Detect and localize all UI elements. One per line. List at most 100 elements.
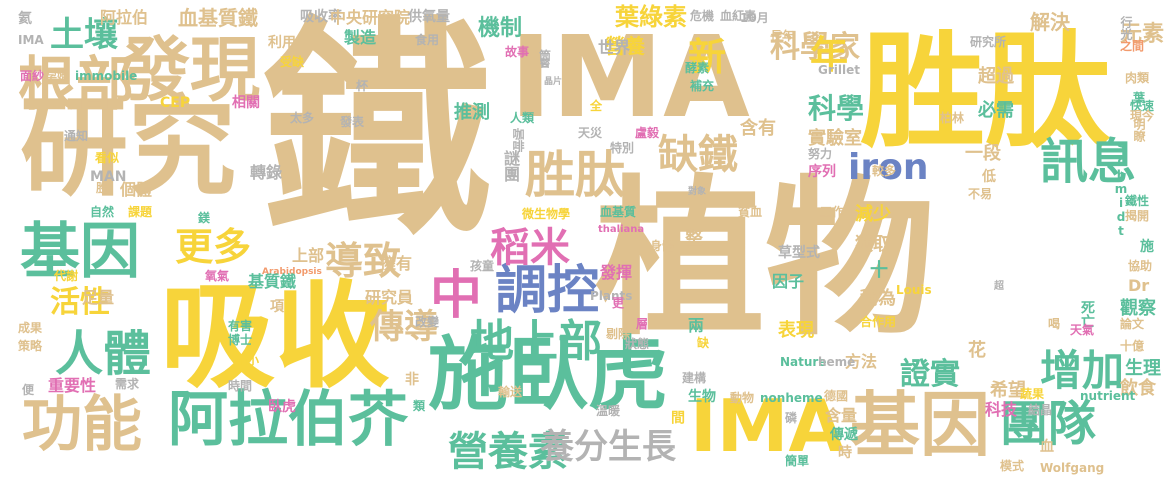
cloud-word: 時間: [228, 379, 253, 393]
cloud-word: 研究所: [970, 35, 1007, 49]
cloud-word: 葉: [1133, 91, 1146, 105]
cloud-word: 稱為: [860, 288, 896, 309]
cloud-word: 年: [810, 33, 849, 77]
cloud-word: 團隊: [1000, 396, 1097, 452]
cloud-word: 鎂: [198, 211, 211, 225]
cloud-word: 十: [870, 260, 888, 281]
cloud-word: 十億: [1120, 339, 1145, 353]
cloud-word: 之間: [1120, 39, 1145, 53]
cloud-word: IMA: [18, 33, 44, 47]
cloud-word: 發揮: [600, 263, 633, 282]
cloud-word: 基因: [850, 384, 990, 466]
cloud-word: 貧血: [738, 205, 763, 219]
cloud-word: 食用: [415, 33, 440, 47]
cloud-word: immobile: [75, 69, 138, 83]
cloud-word: 含有: [740, 118, 776, 139]
cloud-word: Grillet: [818, 63, 860, 77]
cloud-word: 策略: [18, 339, 43, 353]
cloud-word: 方法: [845, 352, 878, 371]
cloud-word: 相關: [232, 95, 260, 111]
cloud-word: 需求: [115, 377, 140, 391]
cloud-word: 利用: [268, 35, 296, 51]
cloud-word: 溫暖: [596, 404, 621, 418]
cloud-word: 孩童: [470, 259, 495, 273]
cloud-word: 盧毅: [635, 126, 660, 140]
cloud-word: 筒: [539, 49, 552, 63]
cloud-word: 動物: [730, 391, 755, 405]
cloud-word: Plants: [590, 289, 633, 303]
cloud-word: Nature: [780, 355, 827, 369]
cloud-word: 間: [669, 410, 685, 424]
cloud-word: 植物: [595, 161, 936, 359]
cloud-word: 生理: [1125, 358, 1161, 379]
cloud-word: 時: [838, 445, 852, 461]
cloud-word: 人類: [510, 111, 535, 125]
cloud-word: 咖啡: [511, 128, 525, 152]
cloud-word: 機制: [478, 16, 523, 41]
cloud-word: 結晶: [1028, 403, 1053, 417]
cloud-word: 研究員: [365, 288, 414, 307]
cloud-word: 看似: [95, 151, 120, 165]
cloud-word: 希望: [990, 380, 1026, 401]
cloud-word: 天災: [578, 126, 603, 140]
cloud-word: 阿拉伯: [100, 8, 149, 27]
cloud-word: 建構: [682, 371, 707, 385]
cloud-word: 自然: [90, 205, 115, 219]
cloud-word: 鐵性: [1125, 194, 1150, 208]
cloud-word: 土壤: [50, 15, 118, 55]
cloud-word: 中央研究院: [330, 8, 411, 27]
cloud-word: IMA: [690, 384, 845, 468]
cloud-word: 傳遞: [830, 427, 858, 443]
cloud-word: 層: [636, 317, 649, 331]
cloud-word: 身體: [650, 239, 675, 253]
cloud-word: 足量: [82, 288, 115, 307]
cloud-word: 活性: [50, 285, 110, 320]
cloud-word: 人體: [55, 326, 152, 382]
cloud-word: 合作用: [860, 315, 897, 329]
cloud-word: 草型式: [778, 245, 820, 261]
cloud-word: Wolfgang: [1040, 461, 1105, 475]
cloud-word: 推測: [454, 102, 490, 123]
cloud-word: 訊息: [1040, 134, 1137, 190]
cloud-word: 胜: [96, 181, 109, 195]
cloud-word: 縮小: [235, 353, 260, 367]
cloud-word: CEP: [160, 95, 191, 111]
cloud-word: 證實: [900, 357, 960, 392]
cloud-word: 全: [590, 99, 603, 113]
cloud-word: 天氣: [1070, 323, 1095, 337]
cloud-word: 施臥虎: [428, 328, 668, 421]
cloud-word: 謎團: [501, 150, 520, 182]
cloud-word: 德國: [824, 389, 849, 403]
cloud-word: 肉類: [1125, 71, 1150, 85]
cloud-word: 補充: [690, 79, 715, 93]
cloud-word: 代謝: [54, 269, 79, 283]
cloud-word: 擁有: [380, 254, 413, 273]
cloud-word: 序列: [808, 164, 836, 180]
cloud-word: 孕婦: [45, 69, 70, 83]
cloud-word: Schmidt: [1114, 140, 1128, 238]
cloud-word: 工作: [820, 205, 845, 219]
cloud-word: 花: [968, 340, 986, 361]
cloud-word: 類: [413, 399, 426, 413]
cloud-word: 元素: [1120, 22, 1165, 47]
cloud-word: 努力: [808, 147, 833, 161]
cloud-word: 課題: [128, 205, 153, 219]
cloud-word: 兩: [688, 316, 705, 335]
cloud-word: 缺: [697, 336, 710, 350]
cloud-word: 傳導: [370, 307, 438, 347]
cloud-word: 面紗: [20, 69, 45, 83]
cloud-word: 增加: [1040, 346, 1125, 395]
cloud-word: 狀態: [625, 337, 650, 351]
cloud-word: 功能: [22, 390, 142, 460]
cloud-word: 根部: [18, 50, 135, 118]
cloud-word: 明瞭: [1132, 118, 1146, 142]
cloud-word: 科學: [808, 92, 865, 125]
cloud-word: 更多: [175, 225, 252, 269]
cloud-word: 超: [994, 281, 1004, 292]
cloud-word: nutrient: [1080, 389, 1136, 403]
cloud-word: 導致: [325, 239, 402, 283]
cloud-word: 便: [22, 383, 35, 397]
cloud-word: 吸收率: [300, 9, 342, 25]
cloud-word: 有害: [228, 319, 253, 333]
